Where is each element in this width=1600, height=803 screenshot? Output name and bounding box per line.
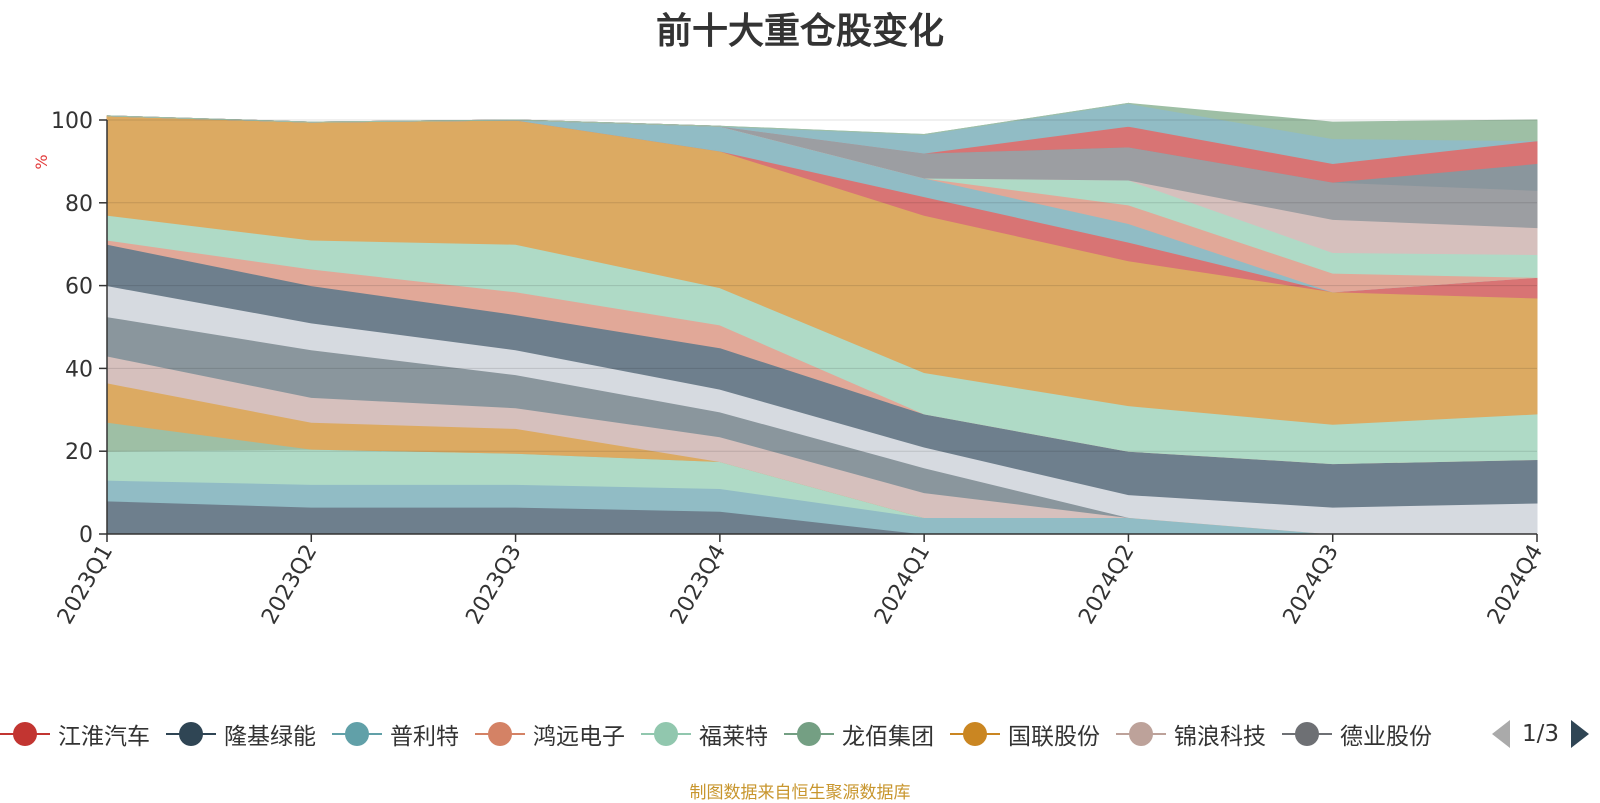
legend-item[interactable]: 龙佰集团 — [784, 712, 934, 756]
x-tick-label: 2024Q4 — [1483, 541, 1548, 629]
y-tick-label: 0 — [79, 523, 93, 548]
x-tick-label: 2023Q4 — [666, 541, 731, 629]
x-tick-label: 2023Q2 — [257, 541, 322, 629]
y-tick-label: 40 — [65, 357, 93, 382]
legend-marker-icon — [166, 722, 216, 746]
legend-item[interactable]: 普利特 — [332, 712, 459, 756]
stacked-area-chart: 0 20 40 60 80 100 2023Q1 2023Q2 2023Q3 2023Q4 2024… — [32, 102, 1548, 629]
legend-label: 隆基绿能 — [224, 724, 316, 750]
legend-item[interactable]: 福莱特 — [641, 712, 768, 756]
legend-label: 德业股份 — [1340, 724, 1432, 750]
legend-label: 福莱特 — [699, 724, 768, 750]
legend-label: 江淮汽车 — [58, 724, 150, 750]
y-axis-label: % — [32, 154, 51, 169]
legend-label: 鸿远电子 — [533, 724, 625, 750]
y-tick-label: 20 — [65, 440, 93, 465]
legend-marker-icon — [1116, 722, 1166, 746]
y-tick-label: 60 — [65, 275, 93, 300]
data-source-note: 制图数据来自恒生聚源数据库 — [689, 783, 911, 803]
chart-title: 前十大重仓股变化 — [655, 11, 944, 52]
legend-track: 江淮汽车 隆基绿能 普利特 鸿远电子 福莱特 龙佰集团 国联股份 锦浪科技 德业股份 — [0, 712, 1448, 756]
y-tick-label: 80 — [65, 192, 93, 217]
x-tick-label: 2024Q1 — [870, 541, 935, 629]
legend-marker-icon — [1282, 722, 1332, 746]
legend-marker-icon — [784, 722, 834, 746]
series-layer — [106, 102, 1538, 535]
legend-label: 龙佰集团 — [842, 724, 934, 750]
legend-label: 锦浪科技 — [1174, 724, 1266, 750]
legend-pager: 1/3 — [1492, 712, 1600, 756]
legend-item[interactable]: 鸿远电子 — [475, 712, 625, 756]
x-tick-label: 2023Q1 — [53, 541, 118, 629]
x-tick-label: 2023Q3 — [461, 541, 526, 629]
legend-item[interactable]: 锦浪科技 — [1116, 712, 1266, 756]
legend-item[interactable]: 德业股份 — [1282, 712, 1432, 756]
legend-label: 普利特 — [390, 724, 459, 750]
legend-item[interactable]: 隆基绿能 — [166, 712, 316, 756]
legend-marker-icon — [0, 722, 50, 746]
legend-marker-icon — [641, 722, 691, 746]
y-tick-label: 100 — [51, 109, 93, 134]
legend-item[interactable]: 国联股份 — [950, 712, 1100, 756]
x-tick-label: 2024Q2 — [1074, 541, 1139, 629]
legend-marker-icon — [950, 722, 1000, 746]
grid-layer — [107, 119, 1537, 452]
legend-marker-icon — [475, 722, 525, 746]
legend-prev-page-icon[interactable] — [1492, 720, 1510, 748]
legend: 江淮汽车 隆基绿能 普利特 鸿远电子 福莱特 龙佰集团 国联股份 锦浪科技 德业股份 1/3 — [0, 712, 1600, 756]
legend-item[interactable]: 江淮汽车 — [0, 712, 150, 756]
legend-next-page-icon[interactable] — [1571, 720, 1590, 748]
legend-viewport: 江淮汽车 隆基绿能 普利特 鸿远电子 福莱特 龙佰集团 国联股份 锦浪科技 德业股份 — [0, 712, 1480, 756]
area-series-22 — [106, 102, 1538, 142]
legend-marker-icon — [332, 722, 382, 746]
legend-page-indicator: 1/3 — [1522, 721, 1560, 747]
x-tick-label: 2024Q3 — [1279, 541, 1344, 629]
legend-label: 国联股份 — [1008, 724, 1100, 750]
